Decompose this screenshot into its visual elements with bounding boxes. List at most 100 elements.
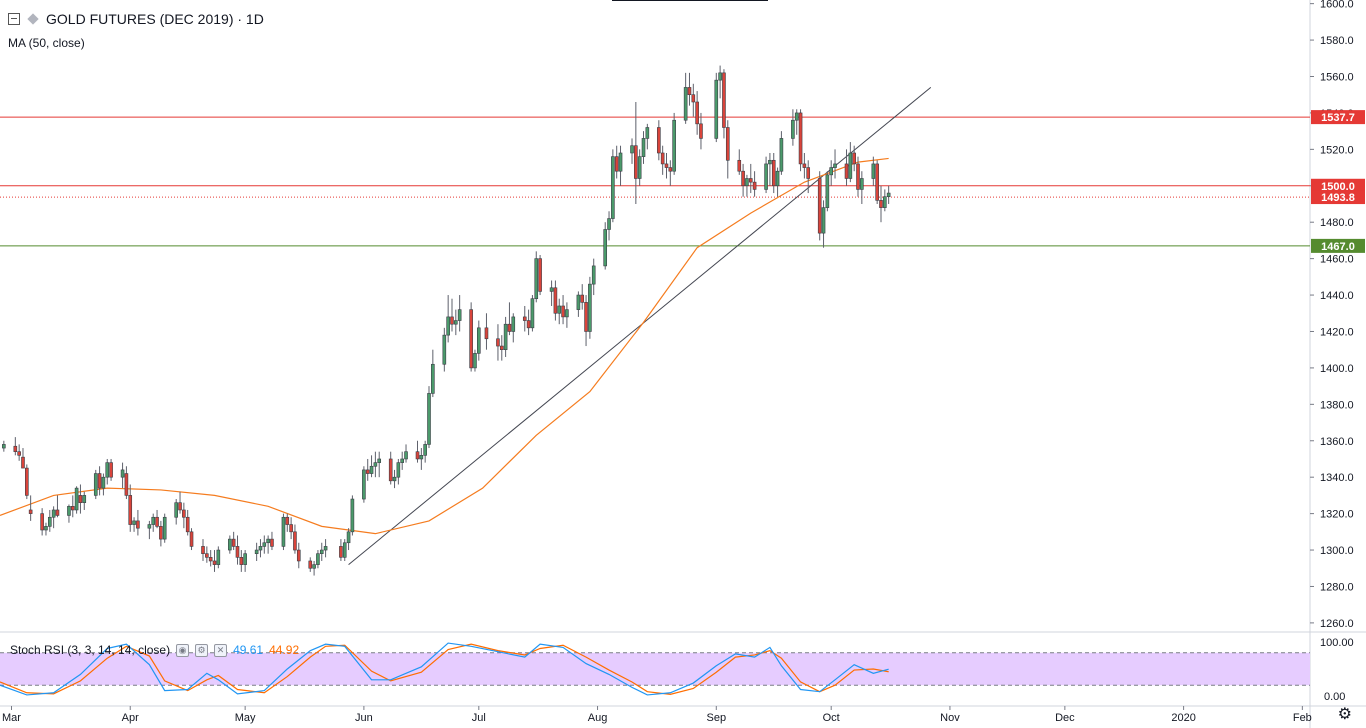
candle-body [323, 546, 328, 551]
level-tag-label: 1500.0 [1321, 181, 1355, 193]
candle-body [423, 444, 427, 456]
candle-body [557, 305, 562, 314]
candle-body [388, 458, 393, 482]
candle-body [178, 502, 182, 511]
candle-body [373, 462, 378, 467]
ma-label: MA (50, close) [8, 36, 85, 50]
stoch-axis-lower: 0.00 [1324, 691, 1345, 703]
candle-body [254, 549, 259, 554]
ma-legend[interactable]: MA (50, close) [8, 36, 85, 50]
time-tick-label: Dec [1055, 712, 1075, 724]
candle-body [396, 462, 401, 478]
candle-body [369, 465, 374, 474]
candle-body [871, 163, 876, 179]
level-tag-label: 1537.7 [1321, 112, 1355, 124]
time-tick-label: Jun [355, 712, 373, 724]
candle-body [511, 316, 516, 332]
candle-body [534, 258, 539, 299]
candle-body [833, 163, 837, 168]
remove-icon[interactable]: ✕ [214, 643, 228, 657]
candle-body [21, 456, 25, 469]
candle-body [538, 258, 542, 292]
stoch-d-value: 44.92 [269, 643, 300, 657]
candle-body [752, 181, 757, 190]
candle-body [205, 553, 209, 558]
candle-body [174, 502, 178, 518]
candle-body [47, 516, 52, 527]
level-tag-label: 1493.8 [1321, 192, 1355, 204]
level-tag [1311, 190, 1365, 205]
candle-body [611, 156, 615, 219]
candle-body [561, 305, 565, 318]
candle-body [503, 323, 508, 350]
stoch-k-line [0, 642, 889, 696]
candle-body [419, 455, 424, 460]
candle-body [565, 309, 569, 318]
candle-body [120, 469, 125, 478]
time-tick-label: May [235, 712, 256, 724]
candle-body [794, 112, 799, 121]
candle-body [695, 101, 699, 125]
candle-body [228, 538, 232, 551]
candle-body [825, 174, 830, 208]
candle-body [74, 487, 79, 511]
candle-body [687, 87, 692, 96]
candle-body [718, 72, 722, 81]
candle-body [817, 178, 822, 234]
candle-body [745, 178, 749, 187]
candle-body [886, 192, 891, 198]
candle-body [496, 338, 500, 347]
candle-body [97, 473, 102, 489]
candle-body [806, 167, 811, 179]
candle-body [319, 549, 324, 554]
candle-body [714, 79, 719, 139]
eye-icon[interactable]: ◉ [176, 643, 190, 657]
candle-body [580, 294, 585, 303]
candle-body [672, 119, 676, 172]
collapse-icon[interactable] [8, 13, 20, 25]
level-tag [1311, 110, 1365, 125]
candle-body [591, 265, 596, 285]
candle-body [645, 127, 650, 139]
candle-body [78, 495, 83, 503]
candle-body [316, 553, 320, 565]
candle-body [860, 178, 864, 190]
candle-body [155, 516, 159, 527]
candle-body [691, 94, 696, 103]
stoch-label[interactable]: Stoch RSI (3, 3, 14, 14, close) [10, 643, 171, 657]
candle-body [699, 123, 703, 139]
candle-body [771, 159, 776, 187]
candle-body [25, 467, 29, 496]
price-tick-label: 1340.0 [1320, 472, 1354, 484]
price-tick-label: 1300.0 [1320, 545, 1354, 557]
candle-body [607, 218, 611, 230]
candle-body [442, 334, 447, 365]
candle-body [239, 557, 244, 565]
candle-body [109, 462, 113, 478]
price-tick-label: 1520.0 [1320, 144, 1354, 156]
level-tag [1311, 238, 1365, 253]
candle-body [189, 531, 194, 547]
candle-body [741, 170, 745, 187]
candle-body [82, 495, 87, 503]
price-tick-label: 1400.0 [1320, 363, 1354, 375]
candle-body [40, 513, 44, 531]
candle-body [159, 526, 163, 540]
candle-body [848, 152, 853, 179]
candle-body [879, 200, 883, 208]
candle-body [312, 564, 316, 569]
candle-body [182, 509, 186, 518]
candle-body [844, 163, 849, 179]
candle-body [105, 462, 110, 478]
candle-body [722, 72, 726, 128]
candle-body [549, 287, 554, 292]
candle-body [339, 546, 343, 558]
candle-body [791, 119, 795, 139]
settings-icon[interactable]: ⚙ [195, 643, 209, 657]
candle-body [212, 560, 217, 565]
chart-settings-gear-icon[interactable]: ⚙ [1337, 706, 1352, 723]
candle-body [162, 516, 167, 540]
candle-body [618, 152, 623, 172]
candle-body [473, 353, 477, 369]
candle-body [308, 560, 313, 569]
